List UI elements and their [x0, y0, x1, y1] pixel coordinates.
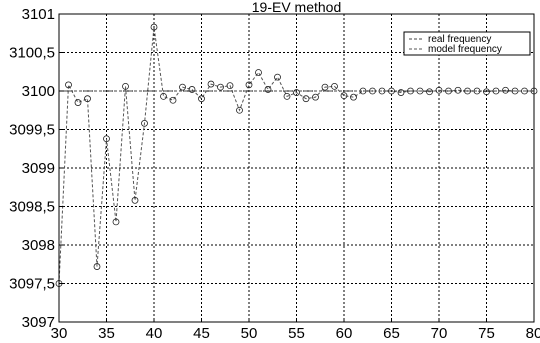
data-point-model-frequency	[435, 86, 443, 94]
data-point-model-frequency	[245, 81, 253, 89]
data-point-model-frequency	[122, 82, 129, 90]
data-point-model-frequency	[473, 87, 481, 95]
y-tick-label: 3098,5	[9, 199, 55, 216]
data-point-model-frequency	[321, 83, 329, 91]
x-tick-label: 45	[193, 325, 210, 342]
x-tick-label: 50	[241, 325, 258, 342]
data-point-model-frequency	[264, 86, 272, 93]
data-point-model-frequency	[236, 106, 243, 114]
data-point-model-frequency	[511, 87, 519, 95]
x-tick-label: 30	[51, 325, 68, 342]
legend: real frequency model frequency	[403, 31, 531, 56]
data-point-model-frequency	[378, 87, 386, 95]
y-tick-label: 3097	[22, 314, 55, 331]
data-point-model-frequency	[207, 80, 215, 88]
data-point-model-frequency	[426, 88, 433, 96]
y-tick-label: 3098	[22, 237, 55, 254]
data-point-model-frequency	[445, 87, 452, 95]
data-point-model-frequency	[407, 87, 414, 95]
data-point-model-frequency	[331, 82, 338, 90]
data-point-model-frequency	[502, 86, 509, 94]
legend-box	[403, 31, 531, 56]
data-point-model-frequency	[293, 89, 300, 96]
data-point-model-frequency	[226, 82, 234, 90]
data-point-model-frequency	[416, 87, 424, 95]
data-point-model-frequency	[255, 69, 262, 76]
x-tick-label: 35	[98, 325, 115, 342]
tick-layer: 30 35 40 45 50 55 60 65 70 75 80 3097 3097,5 3098 3098…	[9, 6, 540, 342]
data-point-model-frequency	[141, 119, 148, 127]
data-point-model-frequency	[350, 93, 357, 101]
data-point-model-frequency	[169, 96, 177, 104]
x-tick-label: 75	[478, 325, 495, 342]
chart-title: 19-EV method	[252, 0, 342, 15]
legend-label-real-frequency: real frequency	[428, 34, 491, 45]
data-point-model-frequency	[454, 86, 462, 94]
data-point-model-frequency	[397, 89, 405, 96]
data-point-model-frequency	[312, 93, 319, 101]
y-tick-label: 3101	[22, 6, 55, 23]
y-tick-label: 3099	[22, 160, 55, 177]
x-tick-label: 60	[336, 325, 353, 342]
data-point-model-frequency	[217, 83, 224, 91]
data-point-model-frequency	[302, 95, 310, 103]
data-point-model-frequency	[464, 87, 471, 95]
legend-label-model-frequency: model frequency	[428, 44, 502, 55]
data-point-model-frequency	[274, 73, 281, 81]
data-point-model-frequency	[283, 92, 291, 100]
x-tick-label: 40	[146, 325, 163, 342]
data-point-model-frequency	[93, 263, 101, 270]
data-point-model-frequency	[521, 87, 528, 95]
y-tick-label: 3097,5	[9, 276, 55, 293]
data-point-model-frequency	[65, 81, 72, 89]
data-point-model-frequency	[150, 23, 158, 31]
y-tick-label: 3100,5	[9, 45, 55, 62]
data-point-model-frequency	[84, 95, 91, 103]
data-point-model-frequency	[160, 92, 167, 100]
data-point-model-frequency	[492, 87, 500, 95]
x-tick-label: 70	[431, 325, 448, 342]
y-tick-label: 3100	[22, 83, 55, 100]
data-point-model-frequency	[103, 135, 110, 143]
data-point-model-frequency	[483, 88, 490, 96]
data-point-model-frequency	[131, 196, 139, 204]
x-tick-label: 55	[288, 325, 305, 342]
data-point-model-frequency	[74, 99, 82, 106]
data-point-model-frequency	[179, 83, 186, 91]
data-point-model-frequency	[359, 87, 367, 95]
data-point-model-frequency	[388, 87, 395, 95]
data-point-model-frequency	[198, 95, 205, 103]
y-tick-label: 3099,5	[9, 122, 55, 139]
series-layer	[55, 23, 538, 287]
data-point-model-frequency	[112, 218, 120, 226]
data-point-model-frequency	[188, 86, 196, 93]
x-tick-label: 80	[526, 325, 540, 342]
data-point-model-frequency	[340, 92, 348, 100]
x-tick-label: 65	[383, 325, 400, 342]
data-point-model-frequency	[369, 87, 376, 95]
